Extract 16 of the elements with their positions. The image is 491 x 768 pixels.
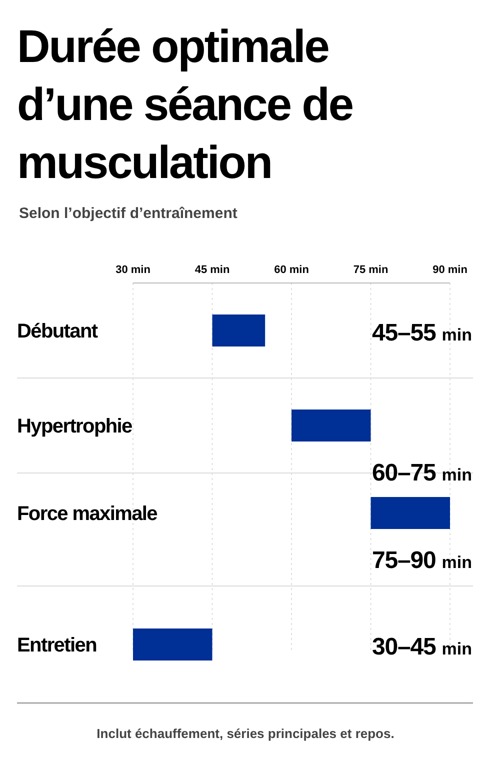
x-tick-label: 45 min: [194, 264, 230, 276]
y-tick-label: Débutant: [17, 320, 98, 342]
data-label: 45–55 min: [372, 320, 472, 346]
y-tick-label: Force maximale: [17, 503, 158, 525]
x-tick-label: 30 min: [116, 264, 151, 276]
x-tick-label: 75 min: [353, 264, 388, 276]
x-tick-label: 60 min: [274, 264, 310, 276]
y-tick-label: Entretien: [17, 634, 96, 656]
data-label: 60–75 min: [372, 460, 472, 486]
data-label: 75–90 min: [372, 547, 472, 574]
data-label: 30–45 min: [372, 634, 472, 660]
x-tick-label: 90 min: [432, 264, 468, 276]
text: Inclut échauffement, séries principales et repos.: [96, 726, 394, 741]
chart-subtitle: Selon l’objectif d’entraînement: [19, 205, 238, 222]
y-tick-label: Hypertrophie: [17, 416, 133, 438]
chart-title: Durée optimale d’une séance de musculation: [17, 20, 354, 188]
